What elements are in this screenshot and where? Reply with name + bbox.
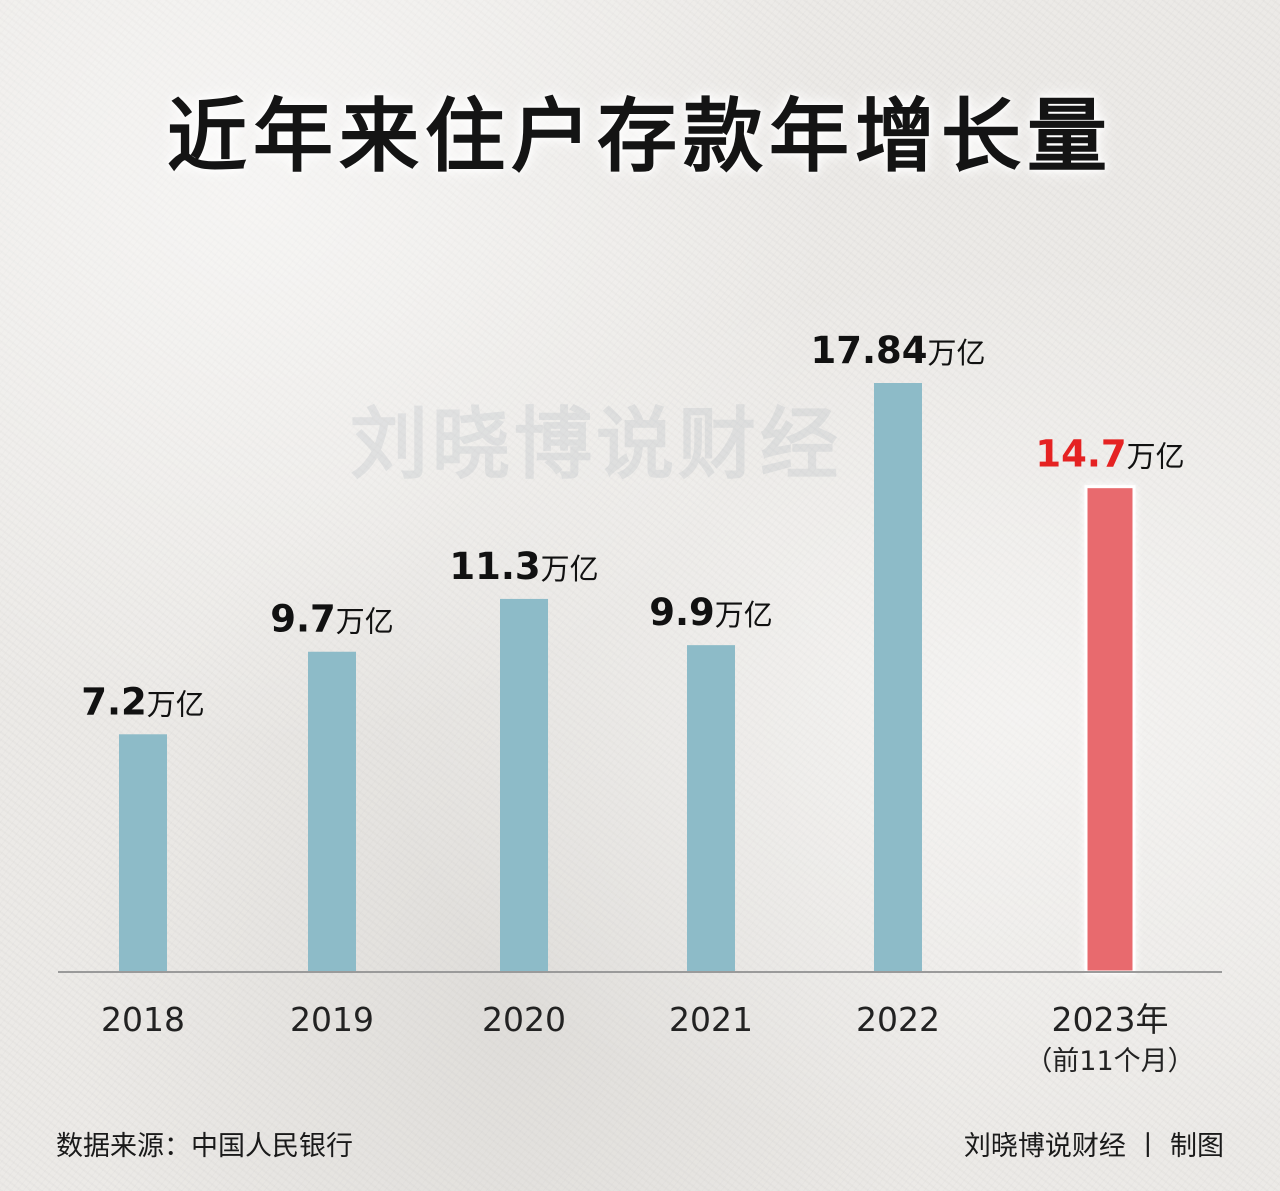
data-label-value: 11.3: [449, 545, 540, 588]
bar-2019: [308, 651, 356, 972]
bar-2022: [874, 383, 922, 972]
chart-credit: 刘晓博说财经 丨 制图: [963, 1131, 1224, 1162]
x-tick-label-2020: 2020: [482, 1000, 566, 1039]
watermark: 刘晓博说财经: [350, 400, 843, 490]
chart-title: 近年来住户存款年增长量: [167, 89, 1113, 183]
data-label-2021: 9.9万亿: [649, 591, 773, 634]
data-label-value: 9.7: [270, 598, 336, 641]
x-tick-label-2019: 2019: [290, 1000, 374, 1039]
data-label-value: 9.9: [649, 591, 715, 634]
data-label-2022: 17.84万亿: [810, 329, 985, 372]
data-label-2023年: 14.7万亿: [1035, 433, 1184, 476]
data-label-value: 14.7: [1035, 433, 1126, 476]
data-label-2018: 7.2万亿: [81, 680, 205, 723]
data-label-unit: 万亿: [928, 336, 986, 370]
x-tick-label-2022: 2022: [856, 1000, 940, 1039]
data-label-unit: 万亿: [541, 552, 599, 586]
data-label-unit: 万亿: [147, 687, 205, 721]
data-label-2019: 9.7万亿: [270, 598, 394, 641]
x-tick-note: （前11个月）: [1025, 1046, 1194, 1077]
x-tick-label-2023年: 2023年: [1052, 1000, 1169, 1039]
x-tick-label-2021: 2021: [669, 1000, 753, 1039]
data-label-unit: 万亿: [336, 605, 394, 639]
bar-2023年: [1084, 485, 1136, 974]
bar-2018: [119, 734, 167, 972]
data-label-2020: 11.3万亿: [449, 545, 598, 588]
x-tick-label-2018: 2018: [101, 1000, 185, 1039]
data-label-unit: 万亿: [1127, 440, 1185, 474]
data-label-value: 17.84: [810, 329, 927, 372]
bar-2021: [687, 645, 735, 972]
data-label-unit: 万亿: [715, 598, 773, 632]
data-label-value: 7.2: [81, 680, 147, 723]
data-source-note: 数据来源：中国人民银行: [56, 1131, 353, 1162]
bar-2020: [500, 598, 548, 972]
